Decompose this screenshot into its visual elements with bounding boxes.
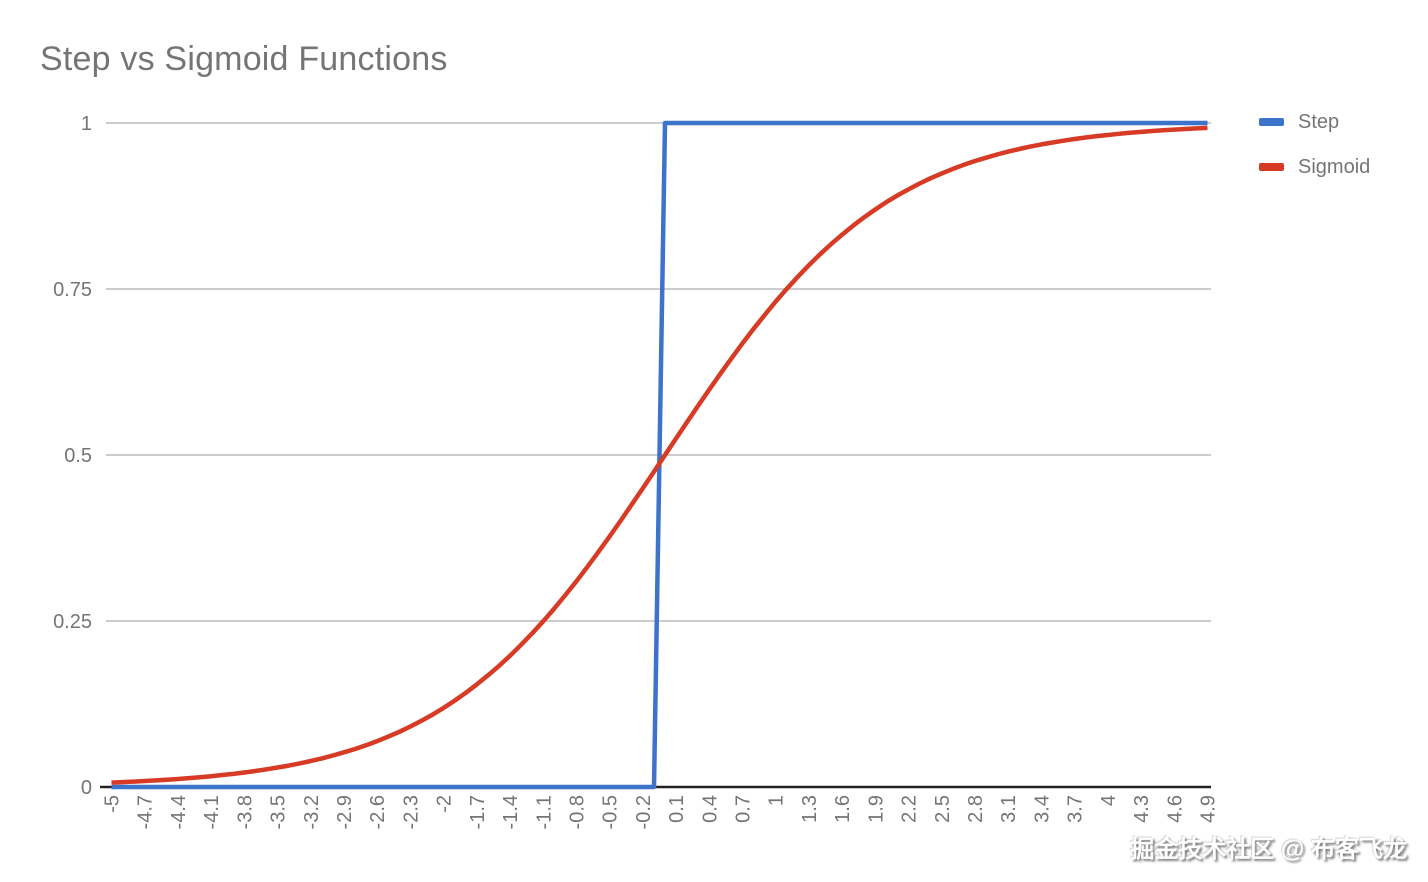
x-axis-tick-label: 3.1 <box>998 795 1020 823</box>
x-axis-tick-label: -0.8 <box>566 795 588 829</box>
y-axis-tick-label: 0.75 <box>53 279 92 301</box>
x-axis-tick-label: -1.7 <box>467 795 489 829</box>
y-axis-tick-label: 1 <box>81 113 92 135</box>
step-series-swatch-icon <box>1259 118 1284 126</box>
legend-label-step: Step <box>1298 110 1340 133</box>
x-axis-tick-label: -3.2 <box>301 795 323 829</box>
x-axis-tick-label: 1.3 <box>799 795 821 823</box>
x-axis-tick-label: -1.1 <box>533 795 555 829</box>
y-axis-tick-label: 0 <box>81 777 92 799</box>
x-axis-tick-label: -5 <box>102 795 124 813</box>
legend-label-sigmoid: Sigmoid <box>1298 155 1371 178</box>
legend-item-sigmoid: Sigmoid <box>1259 155 1370 179</box>
x-axis-tick-label: 2.5 <box>932 795 954 823</box>
watermark-text: 掘金技术社区 @ 布客飞龙 <box>1130 836 1407 863</box>
chart-title: Step vs Sigmoid Functions <box>40 40 448 78</box>
x-axis-tick-label: 2.2 <box>899 795 921 823</box>
x-axis-tick-label: 0.4 <box>699 795 721 823</box>
x-axis-tick-label: -0.2 <box>633 795 655 829</box>
x-axis-tick-label: 4.6 <box>1164 795 1186 823</box>
x-axis-tick-label: -1.4 <box>500 795 522 829</box>
x-axis-tick-label: 2.8 <box>965 795 987 823</box>
x-axis-tick-label: -2 <box>434 795 456 813</box>
legend-item-step: Step <box>1259 110 1370 134</box>
x-axis-tick-label: 0.1 <box>666 795 688 823</box>
x-axis-tick-label: -0.5 <box>600 795 622 829</box>
x-axis-tick-label: -4.1 <box>201 795 223 829</box>
sigmoid-series-line <box>111 125 1208 785</box>
x-axis-tick-label: 3.7 <box>1065 795 1087 823</box>
x-axis-tick-label: 4.9 <box>1197 795 1219 823</box>
x-axis-tick-label: -3.5 <box>268 795 290 829</box>
x-axis-tick-label: 1.9 <box>865 795 887 823</box>
y-axis-tick-label: 0.25 <box>53 611 92 633</box>
x-axis-tick-label: 1.6 <box>832 795 854 823</box>
x-axis-tick-label: 3.4 <box>1031 795 1053 823</box>
x-axis-tick-label: -4.4 <box>168 795 190 829</box>
sigmoid-series-swatch-icon <box>1259 163 1284 171</box>
x-axis-tick-label: -4.7 <box>135 795 157 829</box>
step-series-line <box>111 120 1208 790</box>
x-axis-tick-label: 4 <box>1098 795 1120 806</box>
x-axis-tick-label: -2.3 <box>400 795 422 829</box>
legend: Step Sigmoid <box>1259 110 1370 200</box>
x-axis-tick-label: 4.3 <box>1131 795 1153 823</box>
x-axis-tick-label: -2.6 <box>367 795 389 829</box>
x-axis-tick-label: -3.8 <box>234 795 256 829</box>
x-axis-tick-label: 0.7 <box>733 795 755 823</box>
y-axis-tick-label: 0.5 <box>64 445 92 467</box>
x-axis-tick-label: -2.9 <box>334 795 356 829</box>
x-axis-tick-label: 1 <box>766 795 788 806</box>
